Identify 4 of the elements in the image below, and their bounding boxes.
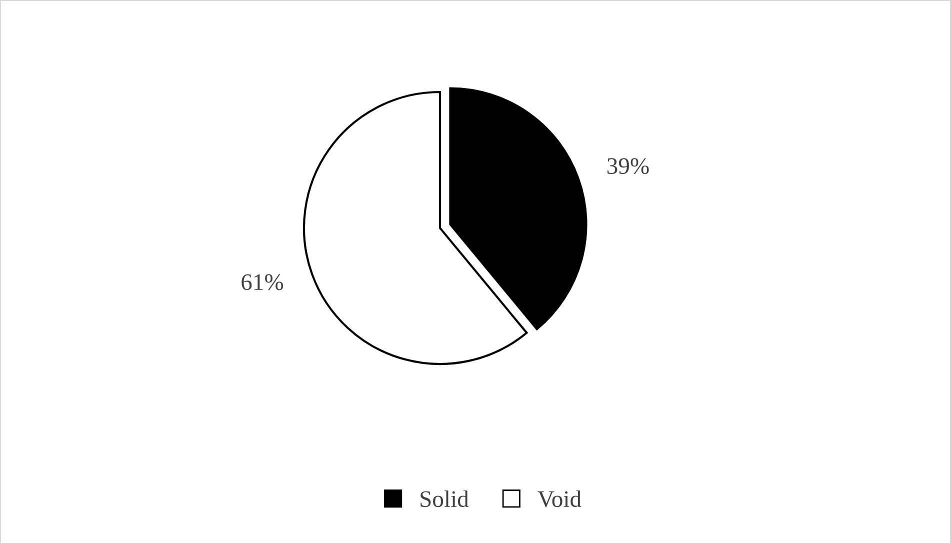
data-label: 39% [607, 158, 649, 174]
legend-label: Void [538, 490, 582, 508]
data-label: 61% [242, 274, 284, 290]
legend-label: Solid [420, 490, 469, 508]
